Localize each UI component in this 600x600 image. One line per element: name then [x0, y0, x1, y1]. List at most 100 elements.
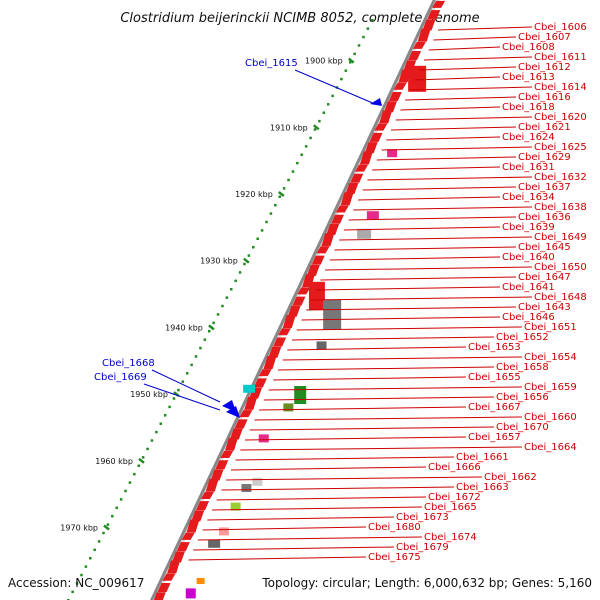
gene-arrow-forward: [277, 328, 291, 336]
gene-arrow-forward: [215, 460, 229, 470]
gene-arrow-forward: [311, 255, 325, 265]
label-leader-line: [386, 136, 501, 141]
gene-arrow-forward: [383, 101, 397, 113]
gene-arrow-forward: [181, 532, 195, 540]
topology-text: Topology: circular; Length: 6,000,632 bp…: [261, 576, 592, 590]
gene-arrow-forward: [340, 192, 354, 206]
gene-label-forward: Cbei_1616: [518, 92, 571, 103]
gene-label-forward: Cbei_1647: [518, 272, 571, 283]
label-leader-line: [277, 366, 495, 371]
gene-block: [316, 341, 327, 350]
label-leader-line: [188, 556, 367, 561]
label-leader-line: [221, 486, 455, 491]
ruler-tick-label: 1950 kbp: [130, 390, 168, 399]
ruler-minor-tick: [234, 279, 237, 283]
label-leader-line: [409, 86, 533, 91]
ruler-minor-tick: [300, 153, 304, 156]
gene-label-reverse: Cbei_1668: [102, 358, 155, 369]
ruler-minor-tick: [119, 498, 123, 501]
gene-arrow-forward: [427, 10, 441, 20]
ruler-minor-tick: [71, 590, 74, 594]
gene-arrow-forward: [153, 592, 166, 600]
gene-arrow-forward: [162, 573, 176, 581]
gene-label-reverse: Cbei_1615: [245, 58, 298, 69]
gene-block: [230, 502, 241, 511]
ruler-minor-tick: [348, 61, 352, 64]
ruler-major-tick: [347, 57, 355, 64]
ruler-minor-tick: [247, 254, 251, 257]
gene-label-forward: Cbei_1675: [368, 552, 421, 563]
ruler-minor-tick: [155, 430, 158, 434]
gene-label-forward: Cbei_1640: [502, 252, 555, 263]
gene-arrow-forward: [408, 51, 422, 61]
gene-arrow-forward: [321, 233, 335, 247]
gene-arrow-forward: [282, 315, 296, 329]
label-leader-line: [381, 146, 533, 151]
label-leader-line: [287, 346, 467, 351]
gene-arrow-forward: [196, 501, 210, 511]
label-leader-line: [230, 466, 427, 471]
gene-arrow-forward: [200, 491, 214, 499]
gene-label-forward: Cbei_1672: [428, 492, 481, 503]
label-leader-line: [296, 326, 523, 331]
label-leader-line: [202, 526, 367, 531]
label-leader-line: [315, 286, 501, 291]
ruler-minor-tick: [177, 388, 180, 392]
ruler-minor-tick: [230, 287, 233, 291]
ruler-major-tick: [278, 191, 285, 197]
ruler-minor-tick: [371, 19, 374, 22]
ruler-minor-tick: [340, 77, 343, 81]
gene-label-forward: Cbei_1629: [518, 152, 571, 163]
ruler-tick-label: 1970 kbp: [60, 524, 98, 533]
gene-arrow-forward: [273, 337, 287, 347]
label-leader-line: [414, 76, 501, 81]
gene-label-forward: Cbei_1639: [502, 222, 555, 233]
gene-label-forward: Cbei_1606: [534, 22, 587, 33]
gene-label-forward: Cbei_1632: [534, 172, 587, 183]
gene-block: [366, 211, 379, 220]
ruler-minor-tick: [252, 245, 255, 249]
gene-arrow-forward: [345, 183, 359, 195]
ruler-minor-tick: [225, 296, 229, 299]
gene-label-forward: Cbei_1660: [524, 412, 577, 423]
accession-text: Accession: NC_009617: [8, 576, 144, 590]
ruler-minor-tick: [93, 548, 96, 552]
ruler-tick-label: 1900 kbp: [305, 57, 343, 66]
gene-arrow-forward: [191, 510, 205, 522]
gene-arrow-forward: [186, 519, 200, 533]
gene-label-forward: Cbei_1662: [484, 472, 537, 483]
ruler-minor-tick: [159, 422, 163, 425]
ruler-major-tick: [138, 457, 145, 464]
ruler-minor-tick: [216, 313, 220, 316]
gene-label-forward: Cbei_1666: [428, 462, 481, 473]
ruler-minor-tick: [172, 397, 176, 400]
gene-block: [408, 65, 427, 92]
label-leader-line: [395, 116, 533, 121]
gene-label-reverse: Cbei_1669: [94, 372, 147, 383]
label-leader-line: [143, 383, 221, 411]
gene-arrow-forward: [205, 478, 219, 492]
gene-arrow-forward: [316, 246, 330, 254]
gene-arrow-forward: [171, 551, 185, 563]
gene-arrow-forward: [374, 123, 388, 131]
gene-arrow-forward: [253, 378, 267, 388]
label-leader-line: [235, 456, 455, 461]
label-leader-line: [348, 216, 517, 221]
ruler-minor-tick: [353, 52, 356, 56]
ruler-minor-tick: [326, 103, 330, 106]
label-leader-line: [212, 506, 423, 511]
label-leader-line: [151, 369, 221, 403]
label-leader-line: [244, 436, 467, 441]
ruler-minor-tick: [278, 195, 281, 199]
ruler-minor-tick: [111, 514, 114, 518]
label-leader-line: [400, 106, 501, 111]
gene-arrow-forward: [176, 542, 190, 552]
ruler-minor-tick: [366, 27, 370, 30]
ruler-minor-tick: [80, 573, 83, 577]
ruler-minor-tick: [344, 69, 348, 72]
label-leader-line: [240, 446, 523, 451]
gene-arrow-forward: [244, 396, 258, 410]
label-leader-line: [433, 36, 517, 41]
label-leader-line: [329, 256, 501, 261]
ruler-minor-tick: [260, 229, 264, 232]
